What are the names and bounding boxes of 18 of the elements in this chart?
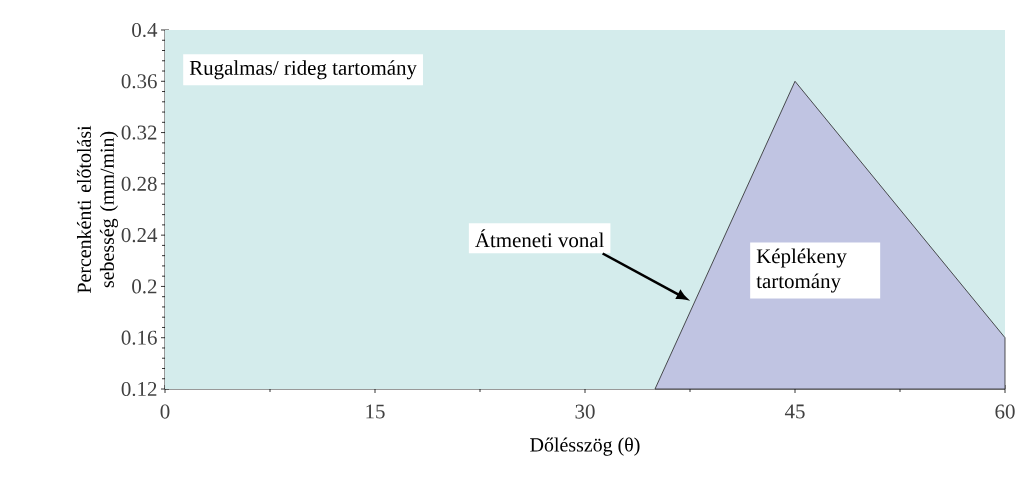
y-tick-label: 0.12 bbox=[121, 381, 157, 397]
y-tick-label: 0.28 bbox=[121, 176, 157, 191]
band-label: Rugalmas/ rideg tartomány bbox=[189, 60, 417, 80]
annotation: Képlékeny tartomány bbox=[756, 248, 847, 293]
x-tick-label: 30 bbox=[575, 404, 595, 419]
y-tick-label: 0.36 bbox=[121, 74, 157, 89]
x-tick-label: 0 bbox=[160, 404, 170, 419]
x-tick-label: 15 bbox=[366, 404, 385, 419]
annotation: Átmeneti vonal bbox=[475, 229, 604, 248]
y-tick-label: 0.32 bbox=[121, 125, 157, 140]
y-tick-label: 0.2 bbox=[132, 279, 157, 294]
x-tick-label: 60 bbox=[995, 404, 1015, 419]
y-axis-title: Percenkénti előtolási sebesség (mm/min) bbox=[76, 125, 119, 294]
y-tick-label: 0.16 bbox=[121, 330, 157, 345]
y-tick-label: 0.4 bbox=[132, 22, 158, 38]
x-tick-label: 45 bbox=[784, 404, 805, 419]
y-tick-label: 0.24 bbox=[121, 228, 158, 243]
x-axis-title: Dőlésszög (θ) bbox=[530, 437, 640, 456]
